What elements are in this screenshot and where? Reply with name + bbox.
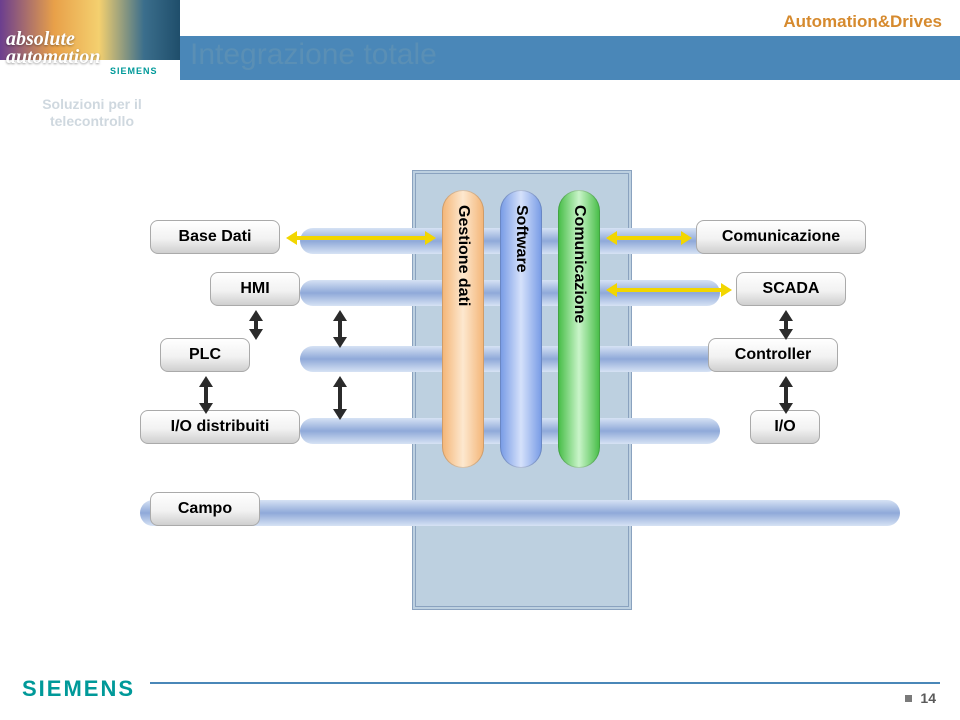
pill-plc: PLC (160, 338, 250, 372)
logo-area: absolute automation SIEMENS (0, 0, 180, 80)
sidebar-caption: Soluzioni per il telecontrollo (22, 96, 162, 130)
page-title: Integrazione totale (190, 38, 437, 72)
pillar-comunicazione: Comunicazione (558, 190, 600, 468)
pillar-gestione: Gestione dati (442, 190, 484, 468)
pill-scada: SCADA (736, 272, 846, 306)
pill-io-left: I/O distribuiti (140, 410, 300, 444)
pillar-software: Software (500, 190, 542, 468)
slide: { "header": { "brand": "Automation&Drive… (0, 0, 960, 720)
sidebar-l1: Soluzioni per il (42, 96, 142, 112)
sidebar-l2: telecontrollo (50, 113, 134, 129)
pill-io-right: I/O (750, 410, 820, 444)
footer-logo: SIEMENS (22, 676, 135, 702)
logo-text: absolute automation (6, 30, 100, 66)
pill-basedati: Base Dati (150, 220, 280, 254)
footer-divider (150, 682, 940, 684)
pill-hmi: HMI (210, 272, 300, 306)
logo-siemens-small: SIEMENS (110, 66, 158, 76)
logo-line2: automation (6, 48, 100, 66)
pill-campo: Campo (150, 492, 260, 526)
pillar-comunicazione-label: Comunicazione (570, 205, 588, 323)
page-number: 14 (905, 690, 936, 706)
pill-controller: Controller (708, 338, 838, 372)
pill-comunicazione: Comunicazione (696, 220, 866, 254)
pillar-gestione-label: Gestione dati (454, 205, 472, 306)
pillar-software-label: Software (512, 205, 530, 273)
diagram-stage: Gestione dati Software Comunicazione Base … (140, 150, 920, 630)
brand-label: Automation&Drives (783, 12, 942, 32)
